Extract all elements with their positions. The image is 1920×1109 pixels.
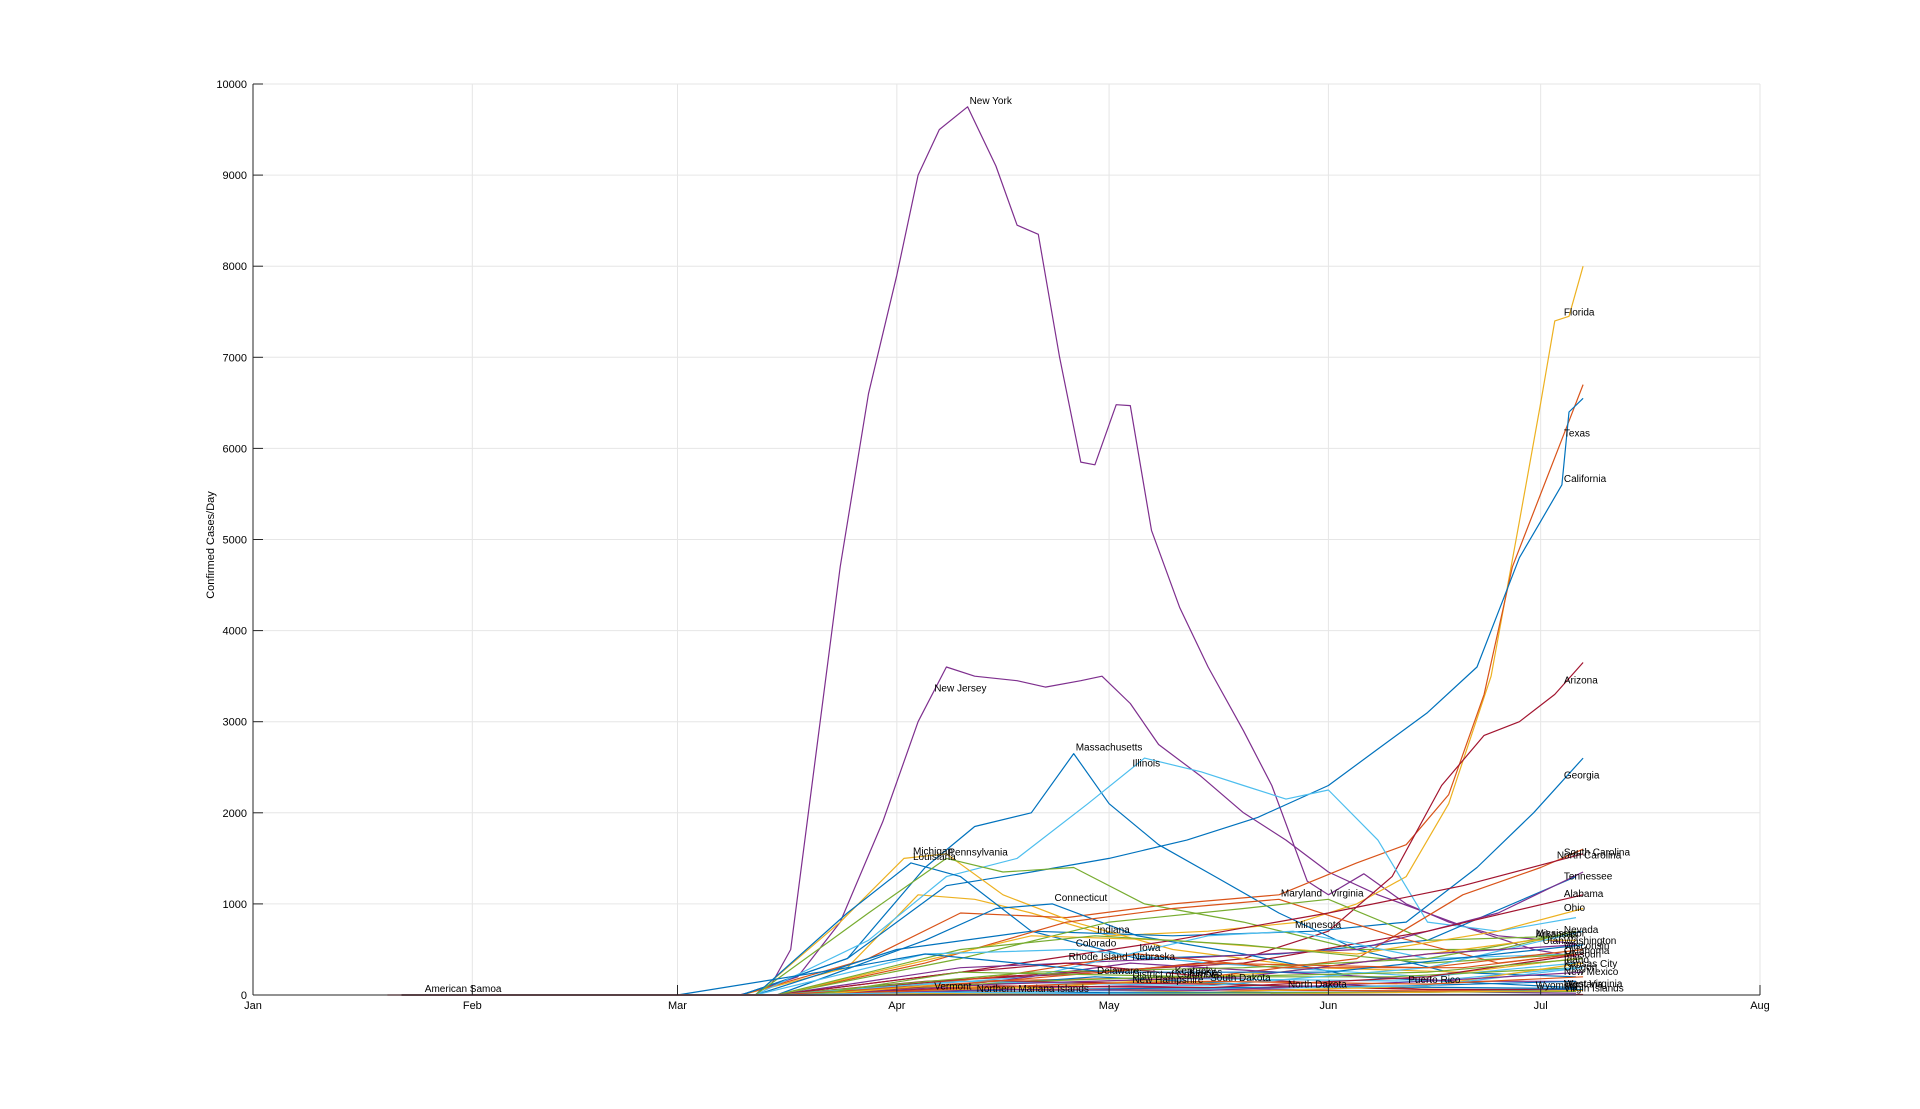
y-tick-label: 7000 bbox=[223, 352, 247, 364]
y-tick-label: 0 bbox=[241, 990, 247, 1002]
series-label: New Hampshire bbox=[1132, 975, 1204, 986]
x-tick-label: Aug bbox=[1750, 1000, 1770, 1012]
series-line bbox=[402, 754, 1576, 995]
y-tick-label: 8000 bbox=[223, 261, 247, 273]
series-label: Rhode Island bbox=[1069, 952, 1128, 963]
series-line bbox=[402, 854, 1576, 995]
series-label: Florida bbox=[1564, 308, 1595, 319]
series-label: Montana bbox=[1564, 980, 1603, 991]
y-tick-label: 5000 bbox=[223, 535, 247, 547]
x-tick-label: Jul bbox=[1534, 1000, 1548, 1012]
series-label: South Dakota bbox=[1210, 973, 1271, 984]
series-label: Connecticut bbox=[1054, 893, 1107, 904]
series-label: Ohio bbox=[1564, 903, 1586, 914]
y-tick-label: 6000 bbox=[223, 443, 247, 455]
series-label: North Carolina bbox=[1557, 850, 1622, 861]
series-label: American Samoa bbox=[425, 984, 502, 995]
series-line bbox=[402, 854, 1584, 995]
y-tick-label: 9000 bbox=[223, 170, 247, 182]
x-tick-label: Apr bbox=[888, 1000, 905, 1012]
y-tick-label: 4000 bbox=[223, 626, 247, 638]
series-label: Nevada bbox=[1564, 925, 1599, 936]
series-label: Georgia bbox=[1564, 771, 1600, 782]
series-label: Illinois bbox=[1132, 759, 1160, 770]
series-label: Nebraska bbox=[1132, 952, 1175, 963]
series-labels: New York New Jersey Florida Texas California… bbox=[425, 96, 1631, 995]
series-label: Indiana bbox=[1097, 925, 1130, 936]
series-label: Tennessee bbox=[1564, 871, 1613, 882]
series-label: Vermont bbox=[934, 981, 971, 992]
x-tick-label: May bbox=[1099, 1000, 1120, 1012]
x-tick-label: Feb bbox=[463, 1000, 482, 1012]
series-label: Utah bbox=[1543, 936, 1564, 947]
y-tick-label: 2000 bbox=[223, 808, 247, 820]
series-label: Alabama bbox=[1564, 889, 1604, 900]
y-tick-label: 10000 bbox=[216, 79, 247, 91]
series-label: Minnesota bbox=[1295, 920, 1342, 931]
series-label: California bbox=[1564, 474, 1607, 485]
y-axis-title: Confirmed Cases/Day bbox=[205, 491, 217, 599]
series-label: Pennsylvania bbox=[948, 847, 1008, 858]
series-label: New York bbox=[970, 96, 1013, 107]
x-tick-label: Jun bbox=[1320, 1000, 1338, 1012]
series-label: Northern Mariana Islands bbox=[977, 984, 1089, 995]
series-label: New Jersey bbox=[934, 683, 986, 694]
series-label: Arizona bbox=[1564, 675, 1598, 686]
series-label: Virginia bbox=[1330, 888, 1364, 899]
series-label: Texas bbox=[1564, 428, 1590, 439]
series-label: Maryland bbox=[1281, 888, 1322, 899]
y-tick-label: 1000 bbox=[223, 899, 247, 911]
series-label: Massachusetts bbox=[1076, 743, 1143, 754]
series-label: Colorado bbox=[1076, 938, 1117, 949]
series-lines bbox=[387, 107, 1583, 995]
series-label: Puerto Rico bbox=[1408, 975, 1461, 986]
x-tick-label: Mar bbox=[668, 1000, 687, 1012]
y-tick-label: 3000 bbox=[223, 717, 247, 729]
series-label: New Mexico bbox=[1564, 967, 1619, 978]
series-label: North Dakota bbox=[1288, 979, 1347, 990]
